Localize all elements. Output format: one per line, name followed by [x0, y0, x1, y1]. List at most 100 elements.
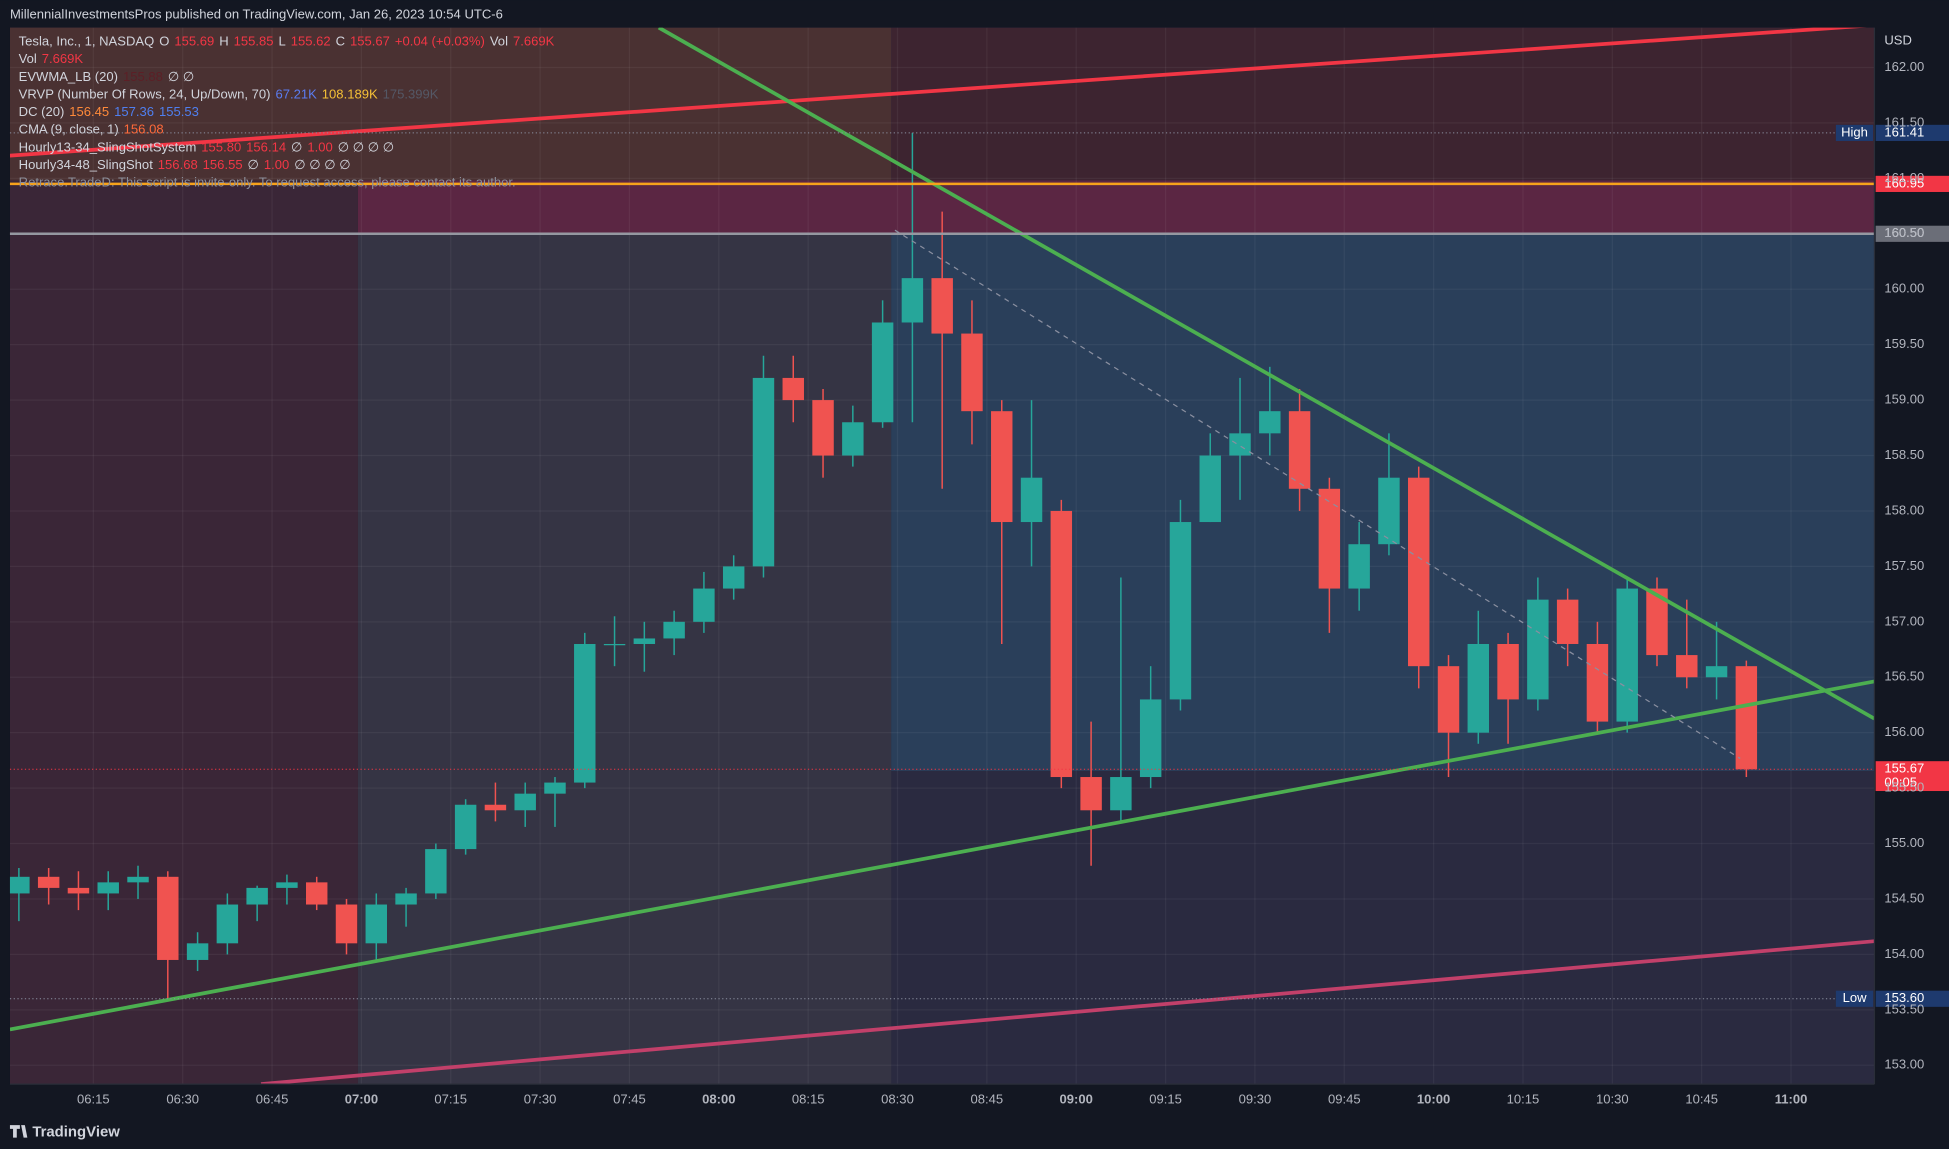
trendline	[260, 939, 1875, 1085]
candle-body	[1259, 411, 1281, 434]
candle-body	[216, 904, 239, 944]
candle-body	[127, 876, 149, 883]
candle	[246, 885, 268, 922]
footer: TradingView	[9, 1125, 120, 1141]
candle-body	[484, 804, 507, 811]
candle-body	[425, 849, 447, 894]
y-tick-label: 160.50	[1884, 225, 1924, 240]
candle-body	[1378, 477, 1400, 545]
candle	[1497, 632, 1519, 744]
y-tick-label: 159.50	[1884, 336, 1924, 351]
zone	[357, 180, 1875, 234]
candle-body	[574, 643, 596, 783]
y-tick-label: 155.00	[1884, 835, 1924, 850]
legend-item: 1.00	[264, 158, 289, 173]
x-tick-label: 09:30	[1239, 1092, 1272, 1107]
y-tick-label: 161.50	[1884, 114, 1924, 129]
candle-body	[9, 876, 30, 894]
y-tick-label: 157.50	[1884, 558, 1924, 573]
legend-item: 1.00	[307, 140, 332, 155]
candle	[1348, 522, 1370, 611]
candle	[186, 932, 209, 972]
grid	[9, 27, 1875, 1085]
price-name-badge	[1835, 990, 1874, 1007]
candle	[842, 405, 864, 467]
x-tick-label: 08:30	[881, 1092, 914, 1107]
candle	[931, 211, 953, 489]
candle-body	[931, 278, 953, 334]
candle	[1556, 588, 1579, 667]
candle	[1199, 433, 1221, 523]
candle-body	[246, 887, 268, 905]
candle-body	[276, 882, 298, 888]
legend-item: 155.62	[291, 34, 331, 49]
legend-item: VRVP (Number Of Rows, 24, Up/Down, 70)	[19, 87, 271, 102]
candle	[67, 871, 90, 911]
legend-item: ∅ ∅ ∅ ∅	[294, 158, 350, 173]
candle	[871, 300, 894, 428]
candle-body	[663, 621, 685, 639]
candle-body	[454, 804, 477, 850]
legend-item: Hourly13-34_SlingShotSystem	[19, 140, 197, 155]
price-badge-label: 161.41	[1884, 124, 1924, 139]
candle-body	[1110, 777, 1132, 811]
price-badge	[1875, 175, 1949, 192]
y-tick-label: 161.00	[1884, 170, 1924, 185]
candle-body	[186, 943, 209, 960]
legend-item: ∅ ∅	[168, 69, 194, 84]
candles	[9, 132, 1758, 999]
candle	[276, 874, 298, 905]
candle-body	[871, 322, 894, 423]
price-badge-label: 160.95	[1884, 175, 1924, 190]
currency: USD	[1884, 33, 1912, 48]
price-name-label: High	[1841, 124, 1868, 139]
legend-item: Hourly34-48_SlingShot	[19, 158, 154, 173]
candle	[1527, 577, 1549, 711]
candle-body	[1497, 643, 1519, 700]
legend-item: +0.04 (+0.03%)	[395, 34, 485, 49]
candle	[812, 389, 834, 478]
candle	[722, 555, 745, 600]
price-badge	[1875, 225, 1949, 242]
candle	[305, 876, 328, 911]
axes: USD 153.00 153.50 154.00 154.50 155.00 155.50…	[9, 27, 1924, 1107]
legend-item: 175.399K	[383, 87, 439, 102]
y-tick-label: 157.00	[1884, 613, 1924, 628]
candle	[752, 355, 775, 578]
candle-body	[1318, 488, 1341, 589]
candle-body	[1288, 411, 1311, 489]
candle	[395, 887, 417, 927]
legend-item: Vol	[19, 52, 37, 67]
y-tick-label: 162.00	[1884, 59, 1924, 74]
candle-body	[693, 588, 715, 622]
legend-item: 7.669K	[513, 34, 555, 49]
candle	[216, 893, 239, 955]
candle-body	[782, 377, 804, 401]
candle-body	[1408, 477, 1430, 667]
candle-body	[901, 278, 924, 323]
candle	[544, 777, 566, 827]
candle-body	[1676, 655, 1698, 678]
candle	[782, 355, 804, 423]
publish-header: MillennialInvestmentsPros published on T…	[10, 7, 503, 22]
candle	[1288, 389, 1311, 511]
candle	[9, 867, 30, 922]
x-tick-label: 08:00	[702, 1092, 735, 1107]
legend-item: EVWMA_LB (20)	[19, 69, 118, 84]
candle	[1735, 660, 1758, 778]
candle-body	[335, 904, 358, 944]
x-tick-label: 09:15	[1149, 1092, 1182, 1107]
legend-item: ∅ ∅ ∅ ∅	[338, 140, 394, 155]
candle	[663, 610, 685, 656]
price-badge	[1875, 990, 1949, 1007]
candle-body	[37, 876, 60, 888]
legend-item: ∅	[248, 158, 259, 173]
y-tick-label: 155.50	[1884, 780, 1924, 795]
trendline	[9, 679, 1875, 1032]
candle-body	[1229, 433, 1251, 456]
price-badge-label: 155.67	[1884, 761, 1924, 776]
candle	[37, 867, 60, 905]
candle-body	[812, 400, 834, 456]
y-tick-label: 154.00	[1884, 946, 1924, 961]
